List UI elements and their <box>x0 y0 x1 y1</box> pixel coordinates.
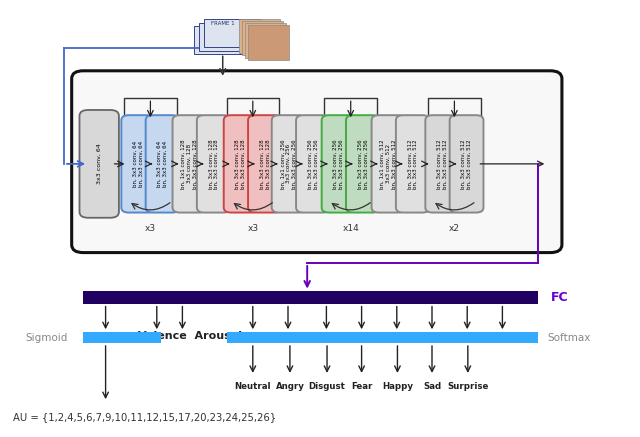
Text: bn, 1x1 conv, 256
3x3 conv, 256
bn, 3x3 conv, 256: bn, 1x1 conv, 256 3x3 conv, 256 bn, 3x3 … <box>280 139 297 189</box>
Text: bn, 1x1 conv, 128
3x3 conv, 128
bn, 3x3 conv, 128: bn, 1x1 conv, 128 3x3 conv, 128 bn, 3x3 … <box>181 139 198 189</box>
Text: bn, 3x3 conv, 512
bn, 3x3 conv, 512: bn, 3x3 conv, 512 bn, 3x3 conv, 512 <box>408 139 418 189</box>
Text: Sigmoid: Sigmoid <box>26 333 68 343</box>
Text: FRAME 1: FRAME 1 <box>211 21 234 26</box>
FancyBboxPatch shape <box>122 115 155 212</box>
Text: Angry: Angry <box>275 382 305 392</box>
FancyBboxPatch shape <box>199 23 256 51</box>
FancyBboxPatch shape <box>346 115 380 212</box>
Text: Neutral: Neutral <box>234 382 271 392</box>
FancyBboxPatch shape <box>322 115 355 212</box>
Text: Happy: Happy <box>382 382 413 392</box>
Text: Fear: Fear <box>351 382 372 392</box>
Text: bn, 3x3 conv, 64
bn, 3x3 conv, 64: bn, 3x3 conv, 64 bn, 3x3 conv, 64 <box>133 141 143 187</box>
FancyBboxPatch shape <box>79 110 119 218</box>
FancyBboxPatch shape <box>227 332 538 343</box>
Text: bn, 3x3 conv, 512
bn, 3x3 conv, 512: bn, 3x3 conv, 512 bn, 3x3 conv, 512 <box>461 139 472 189</box>
Text: bn, 3x3 conv, 256
bn, 3x3 conv, 256: bn, 3x3 conv, 256 bn, 3x3 conv, 256 <box>358 139 368 189</box>
FancyBboxPatch shape <box>245 23 286 58</box>
FancyBboxPatch shape <box>248 115 282 212</box>
Text: bn, 1x1 conv, 512
3x3 conv, 512
bn, 3x3 conv, 512: bn, 1x1 conv, 512 3x3 conv, 512 bn, 3x3 … <box>380 139 397 189</box>
Text: Surprise: Surprise <box>447 382 488 392</box>
Text: bn, 3x3 conv, 64
bn, 3x3 conv, 64: bn, 3x3 conv, 64 bn, 3x3 conv, 64 <box>157 141 168 187</box>
Text: Disgust: Disgust <box>308 382 346 392</box>
FancyBboxPatch shape <box>272 115 305 212</box>
Text: x14: x14 <box>342 224 359 233</box>
Text: FC: FC <box>550 291 568 304</box>
Text: Sad: Sad <box>423 382 441 392</box>
FancyBboxPatch shape <box>450 115 483 212</box>
Text: AU = {1,2,4,5,6,7,9,10,11,12,15,17,20,23,24,25,26}: AU = {1,2,4,5,6,7,9,10,11,12,15,17,20,23… <box>13 412 276 422</box>
Text: x2: x2 <box>449 224 460 233</box>
Text: Softmax: Softmax <box>547 333 591 343</box>
FancyBboxPatch shape <box>239 19 280 53</box>
Text: x3: x3 <box>145 224 156 233</box>
Text: bn, 3x3 conv, 128
bn, 3x3 conv, 128: bn, 3x3 conv, 128 bn, 3x3 conv, 128 <box>260 139 270 189</box>
FancyBboxPatch shape <box>242 21 283 55</box>
Text: bn, 3x3 conv, 256
bn, 3x3 conv, 256: bn, 3x3 conv, 256 bn, 3x3 conv, 256 <box>308 139 318 189</box>
FancyBboxPatch shape <box>146 115 179 212</box>
Text: x3: x3 <box>247 224 259 233</box>
Text: Valence  Arousal: Valence Arousal <box>138 332 242 341</box>
Text: bn, 3x3 conv, 128
bn, 3x3 conv, 128: bn, 3x3 conv, 128 bn, 3x3 conv, 128 <box>236 139 246 189</box>
FancyBboxPatch shape <box>72 71 562 253</box>
FancyBboxPatch shape <box>224 115 257 212</box>
FancyBboxPatch shape <box>372 115 405 212</box>
FancyBboxPatch shape <box>426 115 459 212</box>
Text: bn, 3x3 conv, 512
bn, 3x3 conv, 512: bn, 3x3 conv, 512 bn, 3x3 conv, 512 <box>437 139 447 189</box>
FancyBboxPatch shape <box>396 115 429 212</box>
Text: 3x3 conv, 64: 3x3 conv, 64 <box>97 143 102 184</box>
FancyBboxPatch shape <box>83 332 161 343</box>
Text: FRAME 0: FRAME 0 <box>200 28 224 33</box>
FancyBboxPatch shape <box>197 115 230 212</box>
Text: bn, 3x3 conv, 128
bn, 3x3 conv, 128: bn, 3x3 conv, 128 bn, 3x3 conv, 128 <box>209 139 219 189</box>
FancyBboxPatch shape <box>194 26 251 54</box>
FancyBboxPatch shape <box>204 19 261 47</box>
Text: FRAME i: FRAME i <box>205 25 227 30</box>
FancyBboxPatch shape <box>83 291 538 304</box>
FancyBboxPatch shape <box>173 115 206 212</box>
FancyBboxPatch shape <box>248 25 289 60</box>
Text: bn, 3x3 conv, 256
bn, 3x3 conv, 256: bn, 3x3 conv, 256 bn, 3x3 conv, 256 <box>333 139 344 189</box>
FancyBboxPatch shape <box>296 115 330 212</box>
